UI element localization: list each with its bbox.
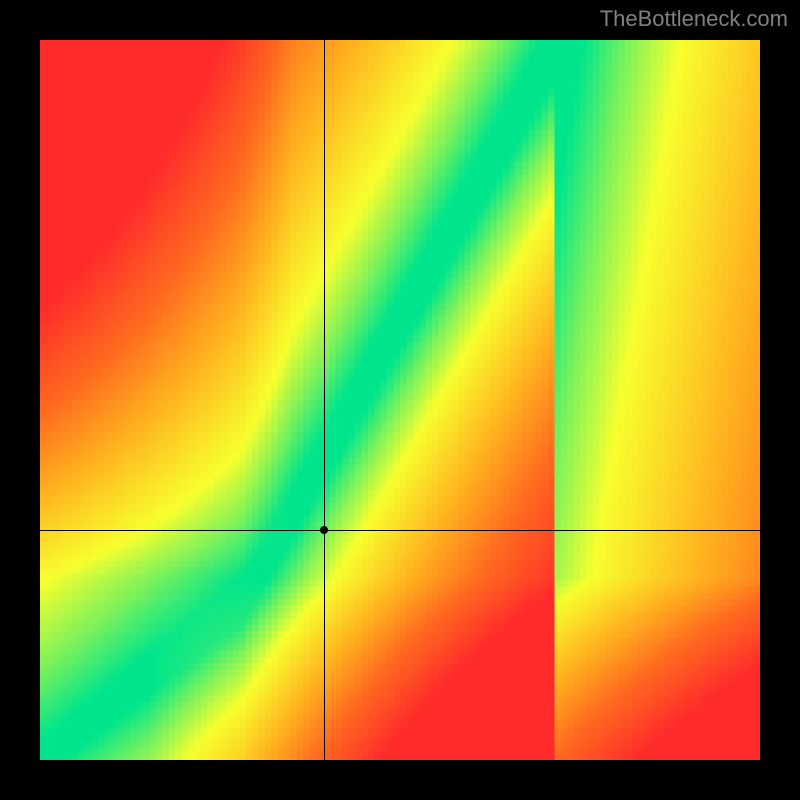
crosshair-vertical bbox=[324, 40, 325, 760]
heatmap-canvas bbox=[40, 40, 760, 760]
crosshair-horizontal bbox=[40, 530, 760, 531]
watermark-text: TheBottleneck.com bbox=[600, 6, 788, 32]
marker-dot bbox=[320, 526, 328, 534]
heatmap-plot bbox=[40, 40, 760, 760]
